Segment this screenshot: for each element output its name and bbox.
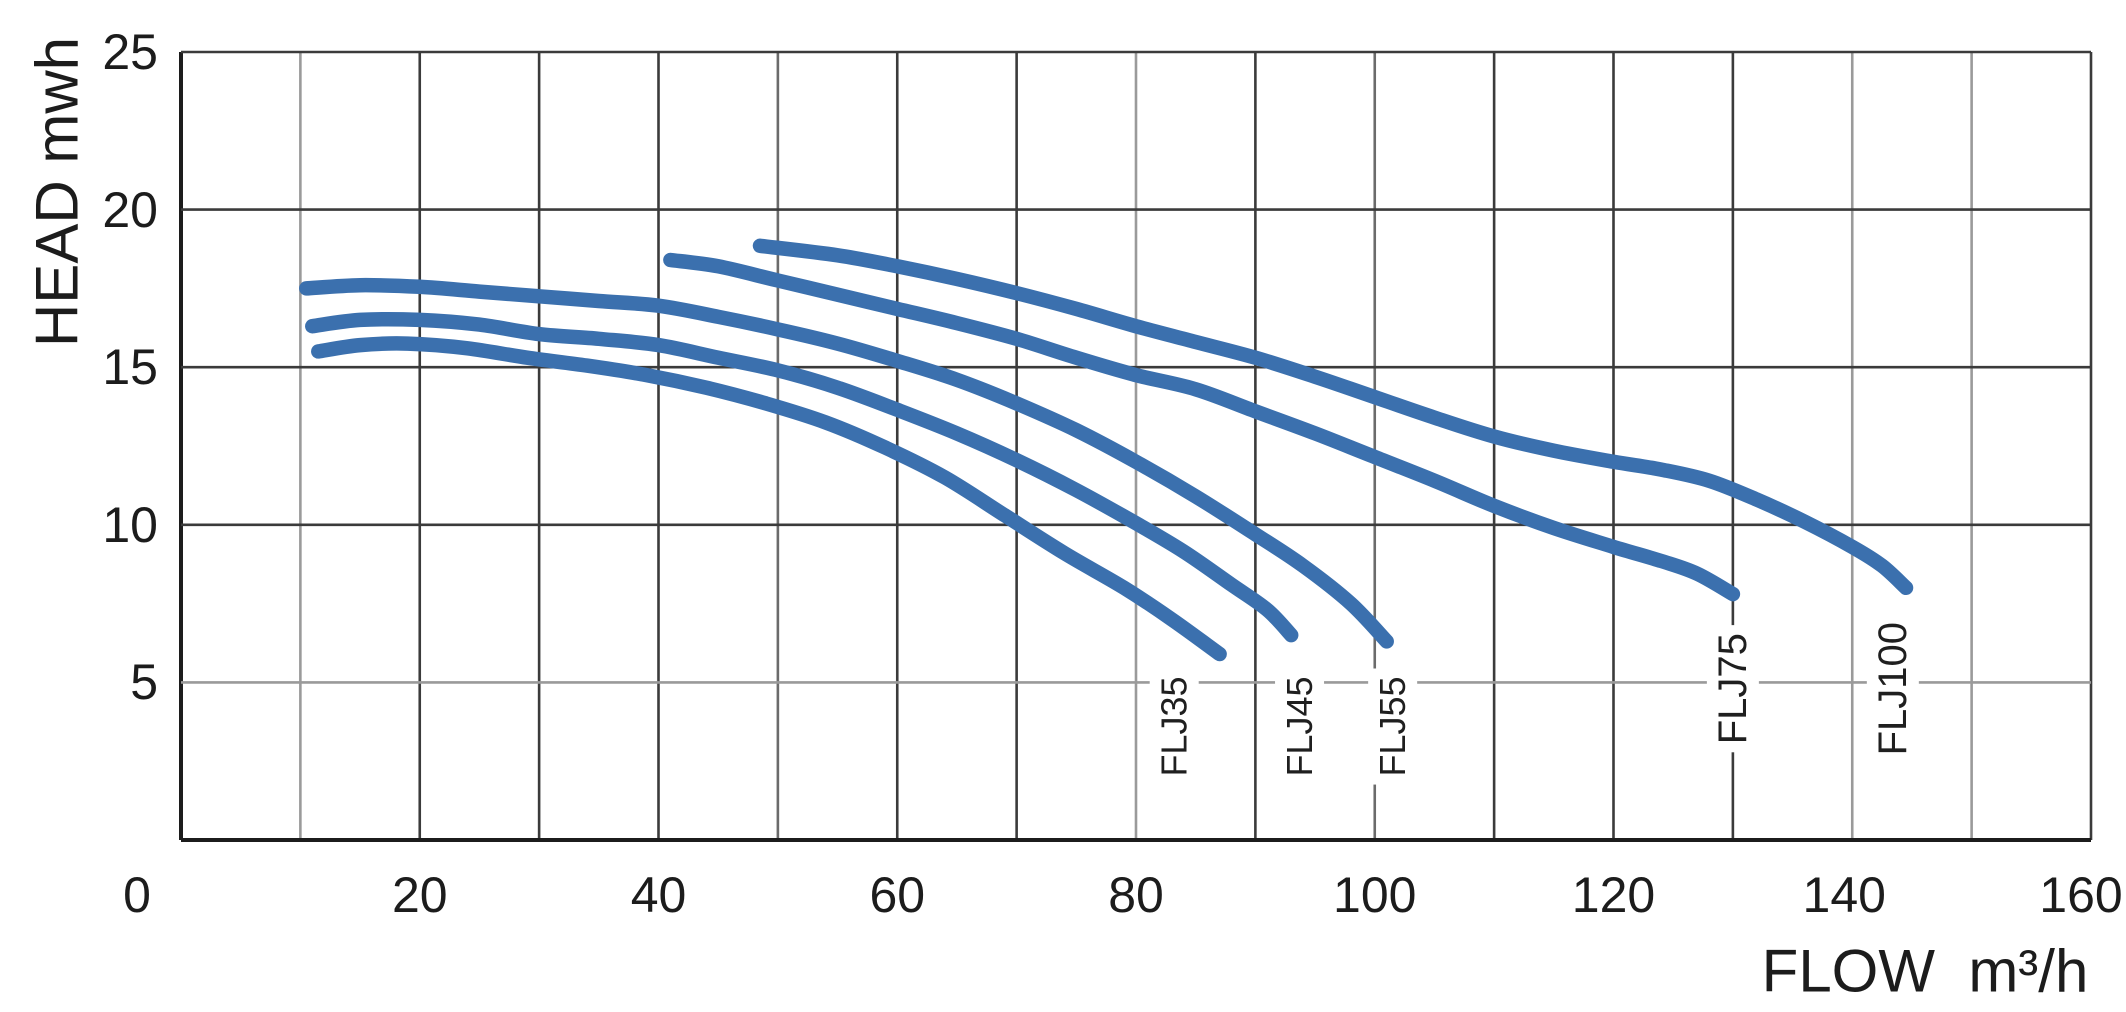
x-tick-label-20: 20 [391, 867, 448, 923]
curve-label-text: FLJ100 [1871, 622, 1915, 755]
grid [179, 50, 2093, 842]
curve-label-flj55: FLJ55 [1368, 668, 1418, 785]
x-tick-label-120: 120 [1571, 867, 1656, 923]
y-tick-label-15: 15 [102, 339, 158, 396]
y-axis-title: HEAD mwh [23, 36, 91, 348]
y-tick-label-20: 20 [102, 181, 158, 238]
x-tick-label-160: 160 [2039, 867, 2123, 923]
label-mask [1368, 668, 1418, 785]
label-mask [1149, 668, 1199, 785]
label-mask [1866, 613, 1919, 764]
curve-label-flj100: FLJ100 [1866, 613, 1919, 764]
x-axis-title: FLOW m³/h [1761, 937, 2089, 1005]
curve-label-text: FLJ75 [1711, 633, 1755, 744]
pump-curves [299, 238, 1914, 662]
curve-label-flj35: FLJ35 [1149, 668, 1199, 785]
curve-label-text: FLJ35 [1154, 676, 1195, 776]
pump-curve-flj100 [752, 238, 1914, 596]
curve-label-text: FLJ45 [1279, 676, 1320, 776]
label-mask [1706, 625, 1759, 753]
curve-label-flj45: FLJ45 [1275, 668, 1325, 785]
x-tick-label-60: 60 [869, 867, 926, 923]
curve-label-text: FLJ55 [1372, 676, 1413, 776]
pump-curve-flj75 [663, 252, 1741, 602]
x-tick-label-100: 100 [1333, 867, 1417, 923]
label-mask [1275, 668, 1325, 785]
curve-labels: FLJ35 FLJ45 FLJ55 FLJ75 FLJ100 [1149, 613, 1919, 785]
pump-curve-flj55 [299, 277, 1394, 649]
curve-label-flj75: FLJ75 [1706, 625, 1759, 753]
x-tick-label-80: 80 [1108, 867, 1164, 923]
pump-curve-flj35 [311, 336, 1227, 662]
x-tick-label-0: 0 [123, 867, 151, 923]
x-tick-label-40: 40 [630, 867, 687, 923]
pump-curve-flj45 [305, 311, 1299, 643]
x-tick-label-140: 140 [1802, 867, 1886, 923]
y-tick-label-5: 5 [130, 654, 158, 711]
y-tick-label-25: 25 [102, 24, 158, 80]
y-tick-label-10: 10 [102, 496, 158, 553]
